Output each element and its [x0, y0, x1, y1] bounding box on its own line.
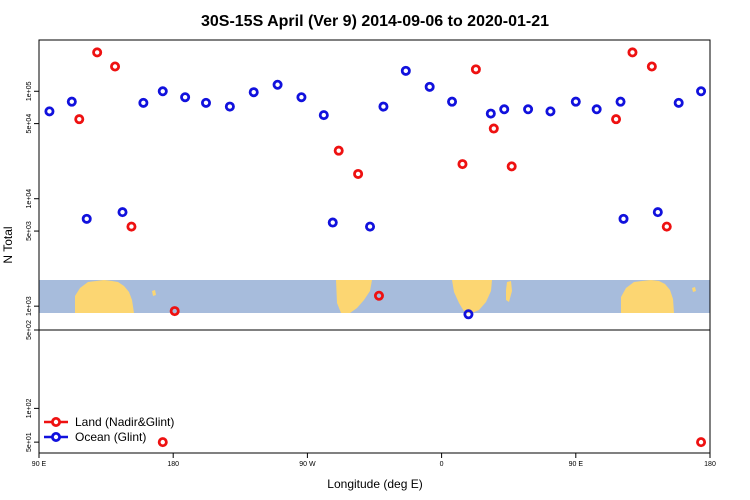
x-tick-label: 180: [167, 461, 179, 468]
x-axis-label: Longitude (deg E): [327, 477, 422, 491]
ocean-point: [378, 101, 389, 112]
land-mass: [692, 287, 696, 292]
land-point: [333, 145, 344, 156]
ocean-point: [499, 104, 510, 115]
land-mass: [506, 281, 512, 302]
ocean-point: [618, 213, 629, 224]
ocean-point: [365, 221, 376, 232]
land-point: [488, 123, 499, 134]
ocean-point: [463, 309, 474, 320]
y-tick-label: 5e+04: [26, 114, 33, 134]
ocean-point: [673, 97, 684, 108]
lower-y-axis: 5e+02 1e+02 5e+01: [26, 320, 39, 452]
y-tick-label: 5e+03: [26, 221, 33, 241]
y-tick-label: 5e+01: [26, 432, 33, 452]
chart-title: 30S-15S April (Ver 9) 2014-09-06 to 2020…: [201, 13, 549, 30]
ocean-point: [424, 81, 435, 92]
land-point: [506, 161, 517, 172]
ocean-point: [296, 92, 307, 103]
ocean-point: [81, 213, 92, 224]
land-point: [353, 168, 364, 179]
land-point: [627, 47, 638, 58]
ocean-point: [248, 87, 259, 98]
x-tick-label: 90 W: [299, 461, 316, 468]
ocean-point: [117, 207, 128, 218]
land-point: [457, 159, 468, 170]
legend: Land (Nadir&Glint)Ocean (Glint): [44, 415, 174, 444]
legend-ocean-label: Ocean (Glint): [75, 430, 146, 444]
map-land: [75, 280, 696, 313]
legend-land-label: Land (Nadir&Glint): [75, 415, 174, 429]
ocean-point: [652, 207, 663, 218]
ocean-point: [570, 96, 581, 107]
ocean-point: [224, 101, 235, 112]
ocean-point: [138, 97, 149, 108]
land-point: [74, 114, 85, 125]
land-point: [646, 61, 657, 72]
ocean-point: [545, 106, 556, 117]
x-tick-label: 0: [440, 461, 444, 468]
y-tick-label: 1e+05: [26, 81, 33, 101]
ocean-point: [615, 96, 626, 107]
ocean-point: [272, 79, 283, 90]
land-mass: [152, 290, 156, 296]
y-tick-label: 1e+02: [26, 398, 33, 418]
land-mass: [336, 280, 372, 313]
land-point: [611, 114, 622, 125]
plot-frame: [38, 39, 711, 454]
legend-ocean-marker: [51, 431, 62, 442]
ocean-point: [201, 97, 212, 108]
ocean-point: [66, 96, 77, 107]
world-map-strip: [39, 280, 710, 313]
y-axis-label: N Total: [1, 226, 15, 263]
ocean-point: [400, 65, 411, 76]
ocean-point: [447, 96, 458, 107]
ocean-point: [523, 104, 534, 115]
ocean-point: [327, 217, 338, 228]
ocean-point: [591, 104, 602, 115]
x-tick-label: 90 E: [569, 461, 584, 468]
y-tick-label: 1e+04: [26, 189, 33, 209]
land-point: [661, 221, 672, 232]
land-mass: [75, 280, 134, 313]
ocean-point: [44, 106, 55, 117]
y-tick-label: 5e+02: [26, 320, 33, 340]
land-point: [157, 437, 168, 448]
land-point: [126, 221, 137, 232]
ocean-point: [485, 108, 496, 119]
ocean-point: [696, 86, 707, 97]
land-point: [169, 306, 180, 317]
land-point: [470, 64, 481, 75]
y-tick-label: 1e+03: [26, 296, 33, 316]
x-tick-label: 180: [704, 461, 716, 468]
ocean-point: [180, 92, 191, 103]
ocean-point: [157, 86, 168, 97]
land-point: [373, 290, 384, 301]
land-mass: [452, 280, 492, 313]
upper-y-axis: 1e+05 5e+04 1e+04 5e+03 1e+03: [26, 81, 39, 316]
x-axis: 90 E 180 90 W 0 90 E 180: [32, 453, 716, 468]
legend-land-marker: [51, 416, 62, 427]
series-layer: [44, 47, 707, 448]
x-tick-label: 90 E: [32, 461, 47, 468]
ocean-point: [318, 110, 329, 121]
land-mass: [621, 280, 674, 313]
land-point: [696, 437, 707, 448]
land-point: [92, 47, 103, 58]
land-point: [110, 61, 121, 72]
